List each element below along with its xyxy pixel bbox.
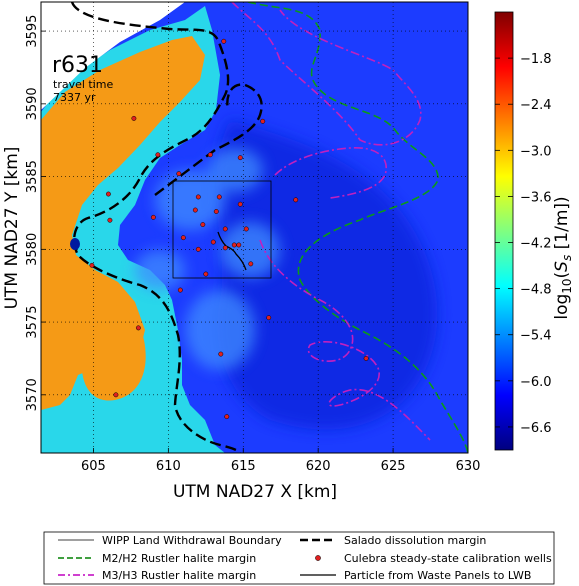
calibration-well (260, 118, 266, 124)
travel-time-value: 7337 yr (53, 91, 96, 104)
colorbar-tick-label: −4.2 (520, 237, 552, 252)
plot-frame (40, 1, 469, 454)
x-axis: 605 610 615 620 625 630 (81, 448, 480, 474)
m2h2-halite-margin (247, 2, 468, 453)
panel-title: r631 (52, 53, 103, 78)
low-spot-west (70, 238, 80, 250)
wipp-land-withdrawal-boundary (172, 180, 272, 279)
calibration-well (105, 191, 111, 197)
legend-item: WIPP Land Withdrawal Boundary (58, 534, 282, 547)
legend-item: M2/H2 Rustler halite margin (58, 552, 256, 565)
calibration-well (293, 197, 299, 203)
calibration-well (207, 152, 213, 158)
high-zone (41, 36, 205, 410)
legend-swatch (315, 555, 321, 561)
colorbar-tick-label: −2.4 (520, 98, 552, 113)
colorbar-label: log10(Ss [1/m]) (552, 196, 574, 319)
calibration-well (113, 392, 119, 398)
colorbar-scale (494, 11, 514, 451)
calibration-well (218, 351, 224, 357)
legend-item: M3/H3 Rustler halite margin (58, 569, 256, 582)
legend-label: WIPP Land Withdrawal Boundary (102, 534, 282, 547)
y-axis-title: UTM NAD27 Y [km] (2, 147, 22, 310)
calibration-well (89, 262, 95, 268)
calibration-well (176, 171, 182, 177)
calibration-well (155, 152, 161, 158)
m3h3-halite-margin-inner (274, 147, 387, 199)
x-axis-title: UTM NAD27 X [km] (173, 482, 337, 502)
legend-item: Particle from Waste Panels to LWB (300, 569, 531, 582)
salado-dissolution-margin-inner (154, 83, 263, 196)
calibration-well (213, 209, 219, 214)
legend-item: Salado dissolution margin (300, 534, 486, 547)
m3h3-halite-margin (231, 2, 431, 441)
colorbar-tick-label: −1.8 (520, 52, 552, 67)
plot-area (41, 2, 468, 453)
legend-label: Salado dissolution margin (344, 534, 486, 547)
calibration-well (192, 207, 198, 213)
salado-dissolution-margin (70, 2, 241, 453)
legend: WIPP Land Withdrawal Boundary M2/H2 Rustl… (43, 531, 555, 585)
calibration-well (237, 201, 243, 207)
calibration-well (180, 235, 186, 241)
colorbar-tick-label: −6.0 (520, 375, 552, 390)
y-tick-label: 3585 (25, 160, 40, 193)
legend-box (43, 531, 555, 585)
calibration-well (195, 246, 201, 252)
colorbar-tick-label: −4.8 (520, 283, 552, 298)
calibration-well (231, 242, 237, 248)
colorbar-tick-label: −3.6 (520, 190, 552, 205)
calibration-well (237, 155, 243, 161)
calibration-well (266, 315, 272, 321)
calibration-well (131, 115, 137, 121)
legend-label: Culebra steady-state calibration wells (344, 552, 552, 565)
y-axis: 3570 3575 3580 3585 3590 3595 (25, 15, 46, 411)
legend-label: M2/H2 Rustler halite margin (102, 552, 256, 565)
calibration-well (224, 414, 230, 420)
calibration-well (150, 214, 156, 220)
colorbar-tick-label: −6.6 (520, 421, 552, 436)
colorbar-tick-label: −5.4 (520, 329, 552, 344)
calibration-well (248, 261, 254, 267)
legend-label: M3/H3 Rustler halite margin (102, 569, 256, 582)
calibration-well (203, 271, 209, 277)
calibration-well (135, 325, 141, 331)
colorbar: −1.8 −2.4 −3.0 −3.6 −4.2 −4.8 −5.4 −6.0 −6.6 log… (494, 11, 574, 451)
y-tick-label: 3575 (25, 306, 40, 339)
legend-item: Culebra steady-state calibration wells (315, 552, 552, 565)
calibration-well (210, 239, 216, 245)
y-tick-label: 3580 (25, 233, 40, 266)
high-zone-south (81, 304, 146, 401)
x-tick-label: 630 (456, 459, 481, 474)
calibration-well (236, 242, 242, 248)
calibration-well (200, 222, 206, 228)
no-data-region (41, 2, 185, 110)
legend-label: Particle from Waste Panels to LWB (344, 569, 531, 582)
calibration-wells (89, 38, 369, 420)
y-tick-label: 3595 (25, 15, 40, 48)
x-tick-label: 605 (81, 459, 106, 474)
calibration-well (363, 355, 369, 361)
x-tick-label: 620 (306, 459, 331, 474)
calibration-well (195, 194, 201, 200)
calibration-well (216, 194, 222, 200)
low-zone (216, 120, 438, 430)
calibration-well (243, 226, 249, 232)
y-tick-label: 3590 (25, 87, 40, 120)
calibration-well (107, 217, 113, 223)
colorbar-tick-label: −3.0 (520, 144, 552, 159)
x-tick-label: 615 (231, 459, 256, 474)
calibration-well (222, 245, 228, 251)
calibration-well (177, 287, 183, 293)
calibration-well (222, 226, 228, 232)
y-tick-label: 3570 (25, 378, 40, 411)
colorbar-ticks: −1.8 −2.4 −3.0 −3.6 −4.2 −4.8 −5.4 −6.0 −6.6 (495, 52, 552, 436)
travel-time-label: travel time (53, 78, 113, 91)
x-tick-label: 625 (381, 459, 406, 474)
particle-path (217, 231, 247, 271)
x-tick-label: 610 (156, 459, 181, 474)
calibration-well (221, 38, 227, 44)
